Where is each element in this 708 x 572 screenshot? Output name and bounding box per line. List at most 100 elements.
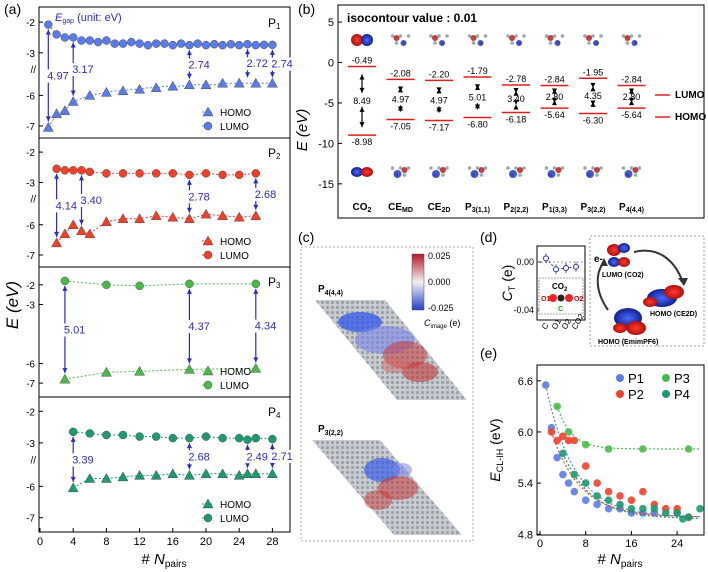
orbital-lobe	[516, 40, 522, 46]
lumo-line	[56, 168, 256, 176]
legend-homo-label: HOMO	[220, 237, 251, 248]
lumo-point	[102, 36, 111, 45]
ct-point	[553, 266, 559, 273]
legend-homo-marker	[202, 235, 214, 246]
panel-a-subplot-p2: // -2 -3 -6 -7 4.14 3.40 2.78 2.68 P2 HOMO LUMO	[26, 137, 290, 262]
molecule-atom	[398, 166, 403, 170]
panel-b-y-ticks: 5 0 -5 -10 -15	[318, 17, 342, 191]
homo-value: -7.05	[390, 122, 411, 132]
lumo-point	[176, 39, 186, 48]
gap-arrow-head	[186, 207, 192, 213]
gap-arrow-tail	[269, 444, 275, 450]
orbital-lobe	[432, 35, 438, 41]
homo-point	[59, 373, 71, 384]
data-point	[581, 440, 590, 449]
lumo-point	[52, 30, 61, 39]
ct-point	[543, 255, 549, 262]
orbital-lobe	[361, 34, 373, 46]
colorbar-tick-top: 0.025	[428, 251, 451, 261]
data-point	[553, 402, 561, 411]
molecule-atom	[406, 34, 411, 38]
panel-e: (e) ECL-IH (eV) 6.6 6.0 5.4 4.8 0 8 16 24 P1 P3 P2…	[480, 345, 705, 570]
homo-point	[184, 213, 195, 223]
lumo-point	[135, 281, 144, 291]
data-point	[593, 492, 601, 500]
orbital-lobe	[470, 170, 479, 178]
lumo-point	[85, 429, 95, 438]
lumo-value: -2.78	[506, 74, 527, 84]
panel-b-frame	[337, 4, 705, 219]
atom-o1	[549, 294, 557, 302]
data-point	[581, 496, 590, 504]
lumo-value: -0.49	[352, 55, 373, 65]
gap-arrow-head	[70, 90, 76, 96]
gap-arrow-up-tail	[590, 86, 596, 92]
orbital-lobe	[631, 40, 638, 46]
homo-point	[134, 83, 145, 94]
x-category-label: C	[540, 321, 551, 331]
homo-value: -5.64	[621, 110, 642, 120]
ct-point	[573, 263, 579, 270]
y-tick-label: 0.00	[516, 257, 534, 267]
panel-a-frame	[38, 6, 291, 533]
molecule-atom	[437, 34, 441, 38]
molecule-atom	[394, 41, 399, 45]
panel-e-label: (e)	[480, 345, 497, 361]
homo-point	[233, 469, 245, 480]
data-point	[604, 445, 613, 453]
molecule-atom	[548, 41, 553, 45]
orbital-lobe	[624, 35, 631, 41]
y-tick-label: 5	[328, 17, 334, 29]
molecule-atom	[599, 166, 603, 170]
panel-a-subplot-p4: // -2 -3 -6 -7 3.39 2.68 2.49 2.71 P4 HOMO LUMO	[26, 396, 297, 525]
lumo-point	[259, 40, 269, 50]
x-tick-label: 24	[671, 538, 683, 550]
orbital-lobe	[361, 167, 373, 177]
molecule-atom	[467, 34, 472, 38]
lumo-point	[160, 39, 169, 48]
gap-label-bg	[187, 320, 214, 334]
lumo-point	[185, 170, 194, 180]
molecule-atom	[402, 173, 407, 177]
data-point	[581, 479, 590, 487]
lumo-point	[226, 40, 236, 49]
legend-lumo-marker	[203, 121, 213, 131]
data-point	[559, 470, 567, 479]
molecule-atom	[591, 166, 595, 170]
lumo-point	[68, 166, 78, 175]
molecule-atom	[591, 34, 595, 38]
lumo-value: -1.79	[467, 66, 488, 76]
homo-point	[217, 468, 228, 478]
orbital-lobe	[439, 40, 445, 46]
molecule-atom	[552, 166, 557, 170]
transfer-arrow-left	[596, 261, 609, 311]
molecule-atom	[479, 173, 484, 177]
homo-point	[167, 80, 179, 91]
x-tick-label: 16	[167, 536, 179, 548]
molecule-atom	[483, 34, 488, 38]
panel-b: (b) isocontour value : 0.01 E (eV) 5 0 -5 -…	[294, 1, 706, 219]
panel-d: (d) CT (e) 0.00 -0.04 CO2 O1 C O2 C O1O2CO…	[480, 229, 705, 347]
panel-b-levels: -0.49 -8.98 8.49 CO2 -2.08 -7.05 4.97 CEMD -2.20…	[348, 34, 670, 214]
gap-arrow-up-tail	[513, 88, 519, 94]
gap-arrow-tail	[269, 49, 275, 55]
gap-arrow-down-tail	[398, 105, 403, 111]
molecule-atom	[433, 41, 437, 45]
y-tick-label: -6	[26, 221, 35, 232]
molecule-atom	[552, 34, 557, 38]
gap-label-bg	[187, 450, 214, 464]
homo-point	[67, 219, 79, 229]
fit-curve	[562, 453, 701, 519]
lumo-co2-label: LUMO (CO2)	[602, 272, 644, 279]
gap-arrow-head	[186, 464, 192, 470]
heatmap-label-p4: P4(4,4)	[318, 284, 343, 297]
gap-label-bg	[79, 194, 106, 208]
gap-label-bg	[270, 449, 297, 463]
molecule-atom	[629, 34, 634, 38]
lumo-point	[85, 36, 95, 45]
homo-point	[200, 468, 212, 478]
molecule-atom	[583, 166, 587, 170]
gap-label-bg	[270, 57, 297, 71]
transfer-arrowhead-right	[678, 278, 688, 286]
